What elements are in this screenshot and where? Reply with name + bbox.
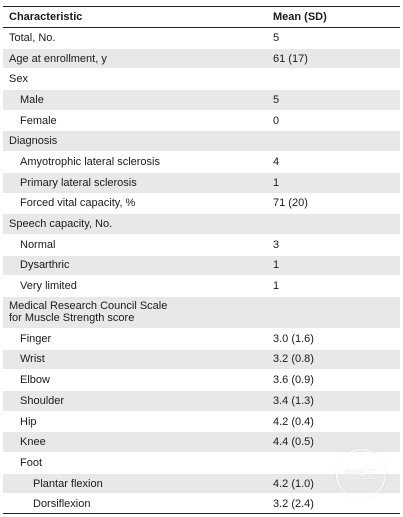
table-row: Speech capacity, No. (3, 214, 400, 235)
row-value: 71 (20) (273, 197, 308, 210)
row-label: Age at enrollment, y (9, 52, 107, 65)
row-label: Shoulder (20, 394, 65, 407)
row-value: 3 (273, 238, 280, 251)
table-row: Sex (3, 69, 400, 91)
watermark-logo: 脑医汇 (336, 449, 386, 499)
table-row: Wrist 3.2 (0.8) (3, 349, 400, 371)
row-label: Plantar flexion (33, 477, 103, 490)
table-row: Female 0 (3, 110, 400, 132)
row-label-line-2: for Muscle Strength score (9, 312, 135, 325)
watermark-text: 脑医汇 (344, 468, 378, 481)
row-label: Finger (20, 332, 52, 345)
row-label: Diagnosis (9, 135, 58, 148)
row-label: Knee (20, 436, 46, 449)
row-label: Dorsiflexion (33, 498, 91, 511)
row-value: 1 (273, 259, 280, 272)
row-label: Sex (9, 73, 28, 86)
table-row: Medical Research Council Scale for Muscl… (3, 296, 400, 329)
row-value: 4.4 (0.5) (273, 436, 314, 449)
row-label: Male (20, 93, 44, 106)
row-label: Normal (20, 238, 56, 251)
row-label-line-1: Medical Research Council Scale (9, 300, 168, 313)
row-value: 3.0 (1.6) (273, 332, 314, 345)
row-label: Elbow (20, 374, 50, 387)
table-row: Amyotrophic lateral sclerosis 4 (3, 152, 400, 173)
table-row: Finger 3.0 (1.6) (3, 328, 400, 350)
row-label: Total, No. (9, 31, 56, 44)
row-label: Dysarthric (20, 259, 70, 272)
row-label: Wrist (20, 353, 45, 366)
row-label: Female (20, 114, 57, 127)
table-header-row: Characteristic Mean (SD) (3, 7, 400, 28)
table-row: Dysarthric 1 (3, 255, 400, 277)
table-row: Very limited 1 (3, 276, 400, 297)
row-label: Forced vital capacity, % (20, 197, 136, 210)
row-value: 4 (273, 155, 280, 168)
row-value: 3.4 (1.3) (273, 394, 314, 407)
table-row: Male 5 (3, 90, 400, 111)
table-row: Plantar flexion 4.2 (1.0) (3, 473, 400, 495)
characteristics-table: Characteristic Mean (SD) Total, No. 5 Ag… (3, 6, 400, 514)
table-row: Foot (3, 453, 400, 474)
row-value: 0 (273, 114, 280, 127)
row-value: 4.2 (1.0) (273, 477, 314, 490)
row-label: Hip (20, 415, 37, 428)
table-row: Knee 4.4 (0.5) (3, 432, 400, 454)
table-row: Elbow 3.6 (0.9) (3, 370, 400, 391)
row-value: 3.2 (0.8) (273, 353, 314, 366)
table-row: Diagnosis (3, 131, 400, 153)
row-value: 61 (17) (273, 52, 308, 65)
row-label: Amyotrophic lateral sclerosis (20, 155, 160, 168)
row-label: Very limited (20, 280, 77, 293)
table-row: Hip 4.2 (0.4) (3, 411, 400, 433)
table-row: Forced vital capacity, % 71 (20) (3, 193, 400, 215)
table-row: Primary lateral sclerosis 1 (3, 172, 400, 194)
row-value: 1 (273, 280, 280, 293)
table-row: Dorsiflexion 3.2 (2.4) (3, 494, 400, 513)
row-value: 5 (273, 93, 280, 106)
table-row: Total, No. 5 (3, 28, 400, 49)
row-label: Speech capacity, No. (9, 218, 113, 231)
row-value: 4.2 (0.4) (273, 415, 314, 428)
row-label: Primary lateral sclerosis (20, 176, 137, 189)
row-value: 5 (273, 31, 280, 44)
row-value: 3.2 (2.4) (273, 498, 314, 511)
table-row: Shoulder 3.4 (1.3) (3, 391, 400, 412)
row-label: Medical Research Council Scale for Muscl… (3, 300, 271, 324)
row-value: 1 (273, 176, 280, 189)
table-row: Normal 3 (3, 234, 400, 256)
table-row: Age at enrollment, y 61 (17) (3, 48, 400, 70)
row-label: Foot (20, 456, 43, 469)
row-value: 3.6 (0.9) (273, 374, 314, 387)
header-characteristic: Characteristic (9, 11, 83, 23)
header-mean-sd: Mean (SD) (273, 11, 327, 23)
